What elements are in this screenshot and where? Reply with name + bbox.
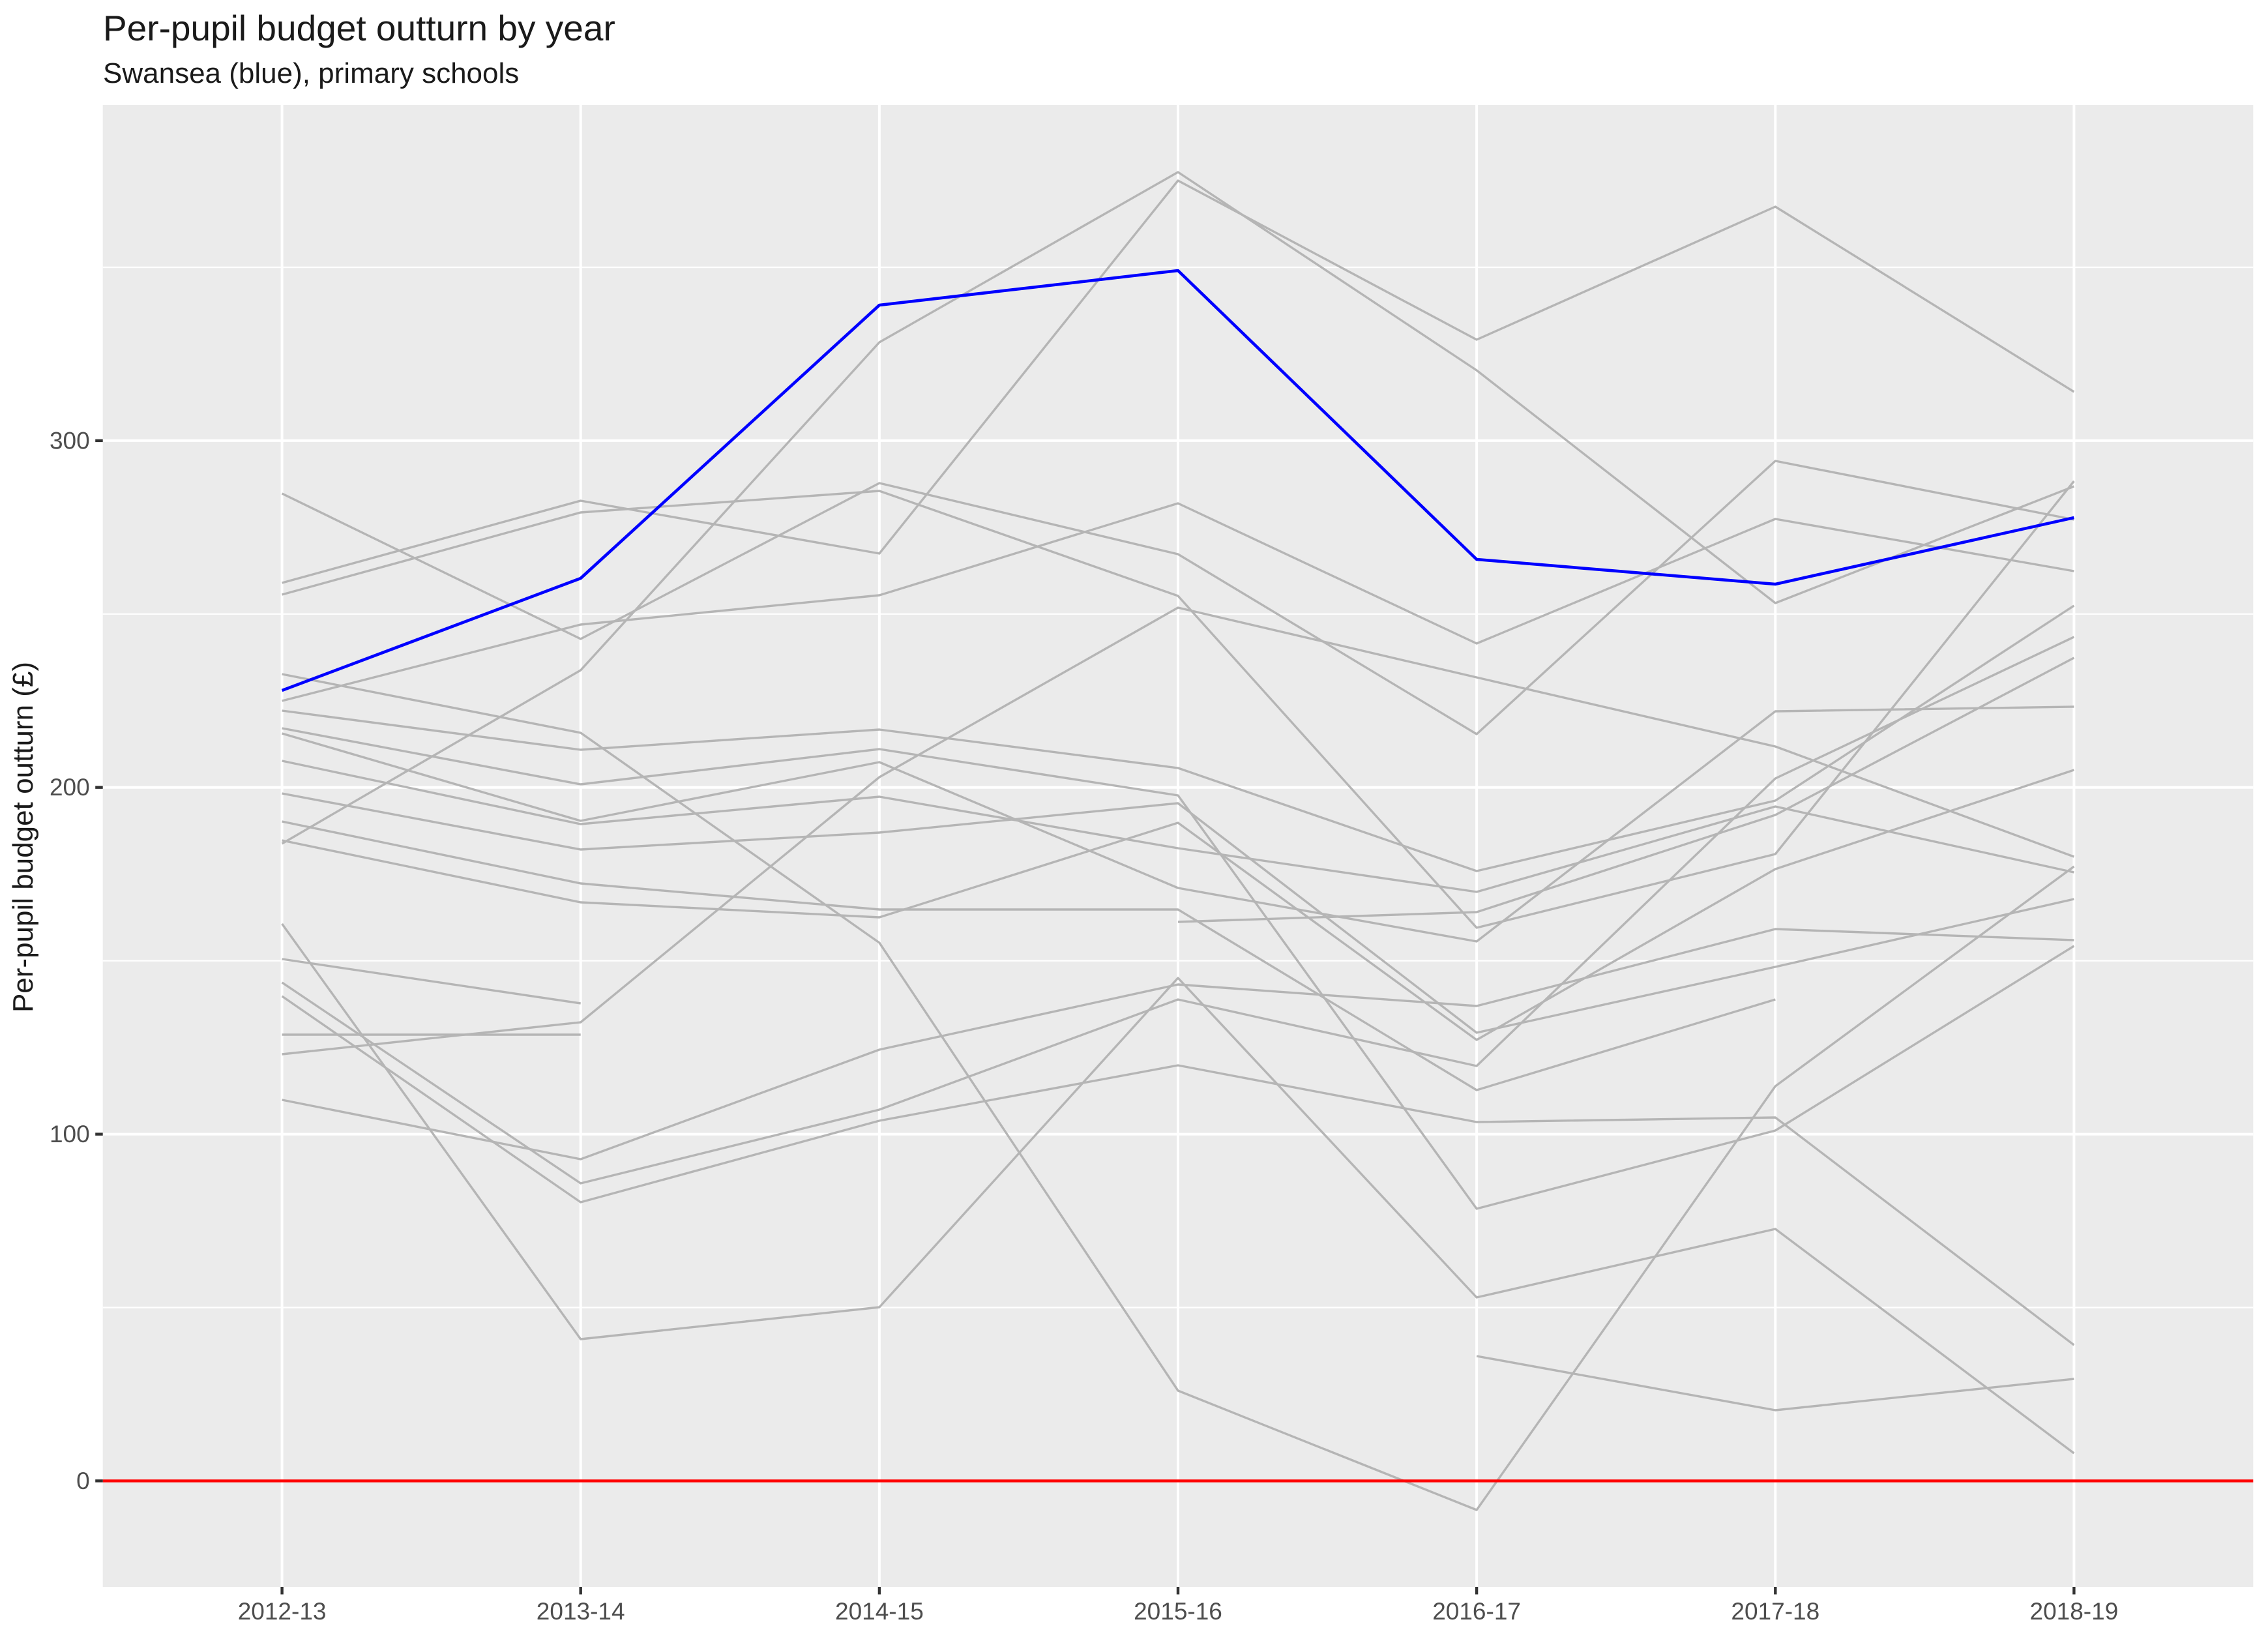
svg-text:Per-pupil budget outturn by ye: Per-pupil budget outturn by year: [103, 8, 615, 48]
svg-text:300: 300: [50, 427, 90, 454]
svg-text:2016-17: 2016-17: [1432, 1598, 1521, 1625]
svg-text:2014-15: 2014-15: [835, 1598, 924, 1625]
svg-text:100: 100: [50, 1121, 90, 1147]
svg-text:Per-pupil budget outturn (£): Per-pupil budget outturn (£): [7, 662, 39, 1013]
svg-text:2013-14: 2013-14: [537, 1598, 625, 1625]
svg-text:2012-13: 2012-13: [238, 1598, 327, 1625]
svg-text:Swansea (blue), primary school: Swansea (blue), primary schools: [103, 57, 519, 89]
svg-text:2015-16: 2015-16: [1134, 1598, 1222, 1625]
svg-text:2017-18: 2017-18: [1731, 1598, 1819, 1625]
svg-text:2018-19: 2018-19: [2030, 1598, 2119, 1625]
svg-text:200: 200: [50, 774, 90, 801]
svg-text:0: 0: [76, 1468, 90, 1494]
